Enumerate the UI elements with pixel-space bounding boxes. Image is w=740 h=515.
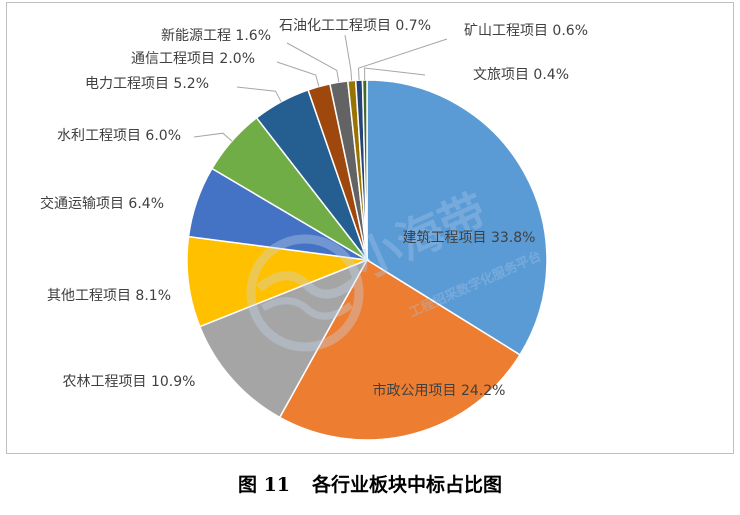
pie-slice xyxy=(198,258,369,419)
slice-label: 市政公用项目 24.2% xyxy=(373,382,506,399)
slice-label: 建筑工程项目 33.8% xyxy=(403,230,536,246)
slice-label: 石油化工工程项目 0.7% xyxy=(279,18,431,34)
figure-caption: 图 11 各行业板块中标占比图 xyxy=(0,470,740,497)
slice-label: 其他工程项目 8.1% xyxy=(47,288,171,304)
chart-frame: 小海带 工程招采数字化服务平台 建筑工程项目 33.8% 市政公用项目 24.2%… xyxy=(6,2,734,454)
leader-line xyxy=(276,61,320,87)
slice-label: 水利工程项目 6.0% xyxy=(57,128,181,144)
leader-line xyxy=(286,42,340,83)
pie-slice xyxy=(366,79,548,356)
leader-line xyxy=(364,67,426,81)
pie-slice xyxy=(361,79,368,261)
slice-label: 交通运输项目 6.4% xyxy=(40,195,164,212)
leader-line xyxy=(193,132,233,142)
pie-chart: 小海带 工程招采数字化服务平台 建筑工程项目 33.8%市政公用项目 24.2%… xyxy=(40,18,588,441)
slice-label: 通信工程项目 2.0% xyxy=(131,51,255,67)
slice-label: 文旅项目 0.4% xyxy=(473,67,569,83)
watermark-logo-icon xyxy=(246,234,364,352)
leader-line xyxy=(236,86,282,103)
slice-label: 电力工程项目 5.2% xyxy=(85,76,209,92)
leader-line xyxy=(344,34,353,81)
slice-label: 新能源工程 1.6% xyxy=(161,28,271,44)
figure-title: 各行业板块中标占比图 xyxy=(312,474,503,496)
slice-label: 矿山工程项目 0.6% xyxy=(464,23,588,39)
pie-slice xyxy=(278,258,522,441)
leader-lines xyxy=(193,34,448,142)
slice-label: 农林工程项目 10.9% xyxy=(63,374,196,390)
pie-slice xyxy=(186,235,370,328)
figure-number: 图 11 xyxy=(237,474,291,496)
slice-labels: 建筑工程项目 33.8% 市政公用项目 24.2% 农林工程项目 10.9% 其他工程… xyxy=(40,18,588,399)
leader-line xyxy=(357,38,448,81)
